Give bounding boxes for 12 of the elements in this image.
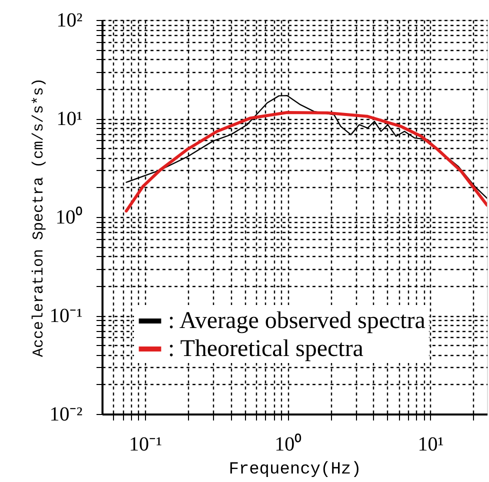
legend-label: : Theoretical spectra bbox=[168, 336, 364, 362]
x-tick-label: 10¹ bbox=[418, 434, 444, 456]
y-tick-label: 10⁻² bbox=[50, 404, 82, 426]
y-tick-label: 10⁻¹ bbox=[50, 305, 82, 327]
x-axis-title: Frequency(Hz) bbox=[228, 460, 362, 480]
x-tick-label: 10⁻¹ bbox=[128, 434, 162, 456]
y-tick-label: 10¹ bbox=[56, 108, 82, 130]
y-tick-label: 10⁰ bbox=[56, 206, 82, 228]
y-tick-label: 10² bbox=[56, 10, 82, 32]
x-tick-label: 10⁰ bbox=[274, 432, 302, 456]
y-axis-title: Acceleration Spectra (cm/s/s*s) bbox=[30, 78, 48, 358]
legend-label: : Average observed spectra bbox=[168, 308, 426, 334]
